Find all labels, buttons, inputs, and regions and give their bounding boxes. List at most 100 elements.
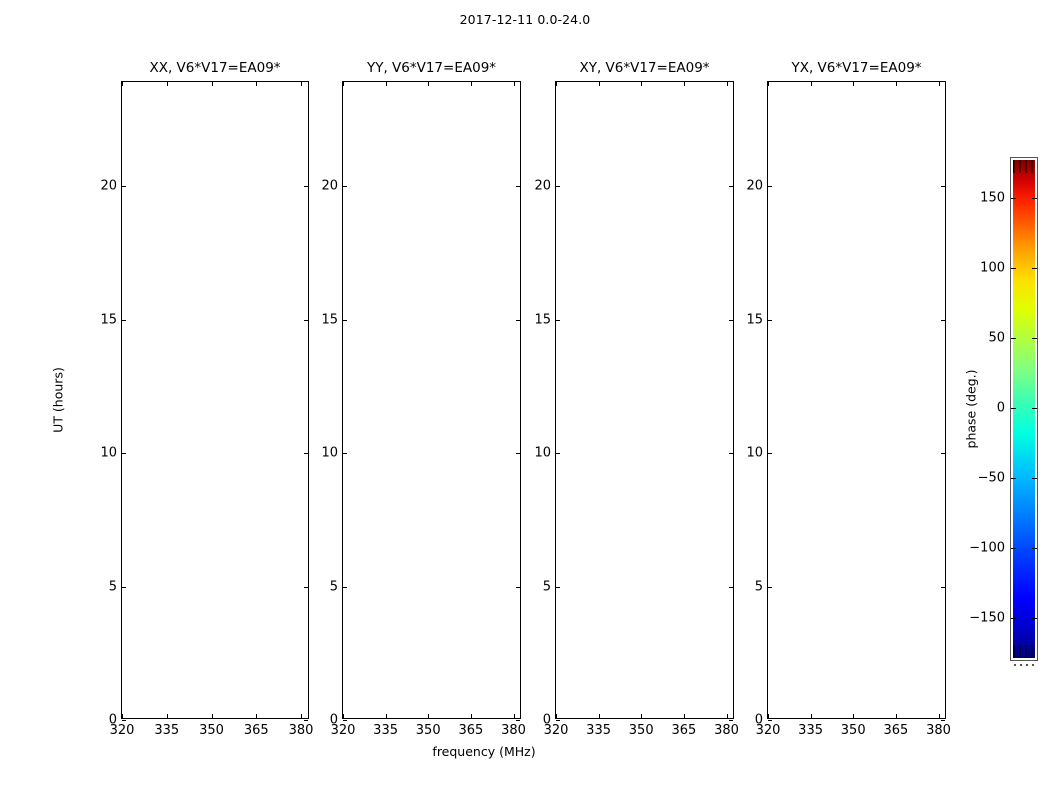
ytick-right [304, 186, 308, 188]
colorbar-tick [1011, 618, 1016, 620]
yticklabel: 0 [329, 712, 338, 728]
xtick-top [810, 82, 812, 86]
yticklabel: 20 [746, 178, 763, 194]
xtick-top [428, 82, 430, 86]
xtick-top [470, 82, 472, 86]
ytick-right [304, 720, 308, 722]
xtick-top [301, 82, 303, 86]
yticklabel: 15 [100, 312, 117, 327]
xticklabel: 320 [755, 723, 781, 738]
xticklabel: 350 [415, 723, 441, 738]
ytick-left [768, 186, 772, 188]
colorbar-tick [1032, 338, 1037, 340]
xticklabel: 380 [501, 723, 526, 738]
xtick-top [513, 82, 515, 86]
colorbar-overflow-bottom-hatch [1013, 645, 1035, 658]
xtick-top [768, 82, 770, 86]
ytick-left [768, 720, 772, 722]
yticklabel: 0 [542, 712, 551, 728]
ytick-right [729, 586, 733, 588]
ytick-right [941, 586, 945, 588]
colorbar-ticklabel: −150 [969, 610, 1005, 626]
xticklabel: 350 [628, 723, 654, 738]
ytick-left [122, 586, 126, 588]
xtick-top [598, 82, 600, 86]
xtick-top [256, 82, 258, 86]
ytick-right [941, 720, 945, 722]
ytick-right [729, 319, 733, 321]
ytick-right [941, 319, 945, 321]
ytick-right [516, 319, 520, 321]
xtick-bottom [513, 714, 515, 718]
xtick-bottom [470, 714, 472, 718]
colorbar-underline-dots [1014, 664, 1036, 666]
xtick-bottom [895, 714, 897, 718]
xtick-top [895, 82, 897, 86]
xticklabel: 365 [671, 723, 697, 738]
ytick-right [729, 453, 733, 455]
plot-panel-yx[interactable]: YX, V6*V17=EA09* 320 335 350 365 380 0 5… [746, 60, 950, 738]
xtick-bottom [853, 714, 855, 718]
xticklabel: 365 [243, 723, 269, 738]
yticklabel: 10 [534, 445, 551, 461]
ytick-left [343, 186, 347, 188]
xticklabel: 380 [714, 723, 739, 738]
ytick-right [304, 586, 308, 588]
panel-title-yx: YX, V6*V17=EA09* [791, 60, 922, 76]
xticklabel: 365 [458, 723, 484, 738]
colorbar[interactable]: 150 100 50 0 −50 −100 −150 [969, 157, 1038, 661]
xticklabel: 335 [798, 723, 824, 738]
ytick-right [304, 453, 308, 455]
yticklabel: 15 [321, 312, 338, 327]
xtick-top [385, 82, 387, 86]
xtick-bottom [385, 714, 387, 718]
xtick-bottom [343, 714, 345, 718]
panel-title-xy: XY, V6*V17=EA09* [579, 60, 710, 76]
xtick-top [556, 82, 558, 86]
xticklabel: 320 [543, 723, 569, 738]
xtick-bottom [938, 714, 940, 718]
yticklabel: 20 [100, 178, 117, 194]
colorbar-tick [1032, 548, 1037, 550]
colorbar-tick [1011, 268, 1016, 270]
yticklabel: 20 [321, 178, 338, 194]
ytick-left [556, 720, 560, 722]
ytick-left [556, 186, 560, 188]
colorbar-tick [1011, 408, 1016, 410]
xticklabel: 380 [288, 723, 314, 738]
xtick-top [641, 82, 643, 86]
ytick-left [122, 319, 126, 321]
ytick-left [343, 453, 347, 455]
xtick-bottom [428, 714, 430, 718]
panel-title-xx: XX, V6*V17=EA09* [149, 60, 281, 76]
xticklabel: 335 [373, 723, 399, 738]
yticklabel: 5 [754, 579, 763, 594]
xtick-top [853, 82, 855, 86]
xtick-bottom [683, 714, 685, 718]
plot-panel-xx[interactable]: XX, V6*V17=EA09* 320 335 350 365 380 0 5… [100, 60, 313, 738]
plot-panel-xy[interactable]: XY, V6*V17=EA09* 320 335 350 365 380 0 5… [534, 60, 738, 738]
xtick-bottom [556, 714, 558, 718]
colorbar-ticklabel: 0 [996, 400, 1005, 416]
xtick-bottom [641, 714, 643, 718]
yticklabel: 0 [108, 712, 117, 728]
x-axis-label: frequency (MHz) [432, 744, 536, 759]
yticklabel: 20 [534, 178, 551, 194]
ytick-left [343, 319, 347, 321]
colorbar-tick [1011, 478, 1016, 480]
xticklabel: 335 [154, 723, 180, 738]
ytick-right [516, 720, 520, 722]
xtick-top [726, 82, 728, 86]
colorbar-overflow-top-hatch [1013, 160, 1035, 173]
ytick-left [556, 319, 560, 321]
xticklabel: 365 [883, 723, 909, 738]
ytick-left [768, 453, 772, 455]
ytick-right [516, 453, 520, 455]
figure-suptitle: 2017-12-11 0.0-24.0 [459, 12, 591, 27]
xtick-top [211, 82, 213, 86]
colorbar-ticklabel: 100 [980, 260, 1005, 276]
yticklabel: 15 [534, 312, 551, 327]
colorbar-tick [1032, 408, 1037, 410]
plot-panel-yy[interactable]: YY, V6*V17=EA09* 320 335 350 365 380 0 5… [321, 60, 525, 738]
